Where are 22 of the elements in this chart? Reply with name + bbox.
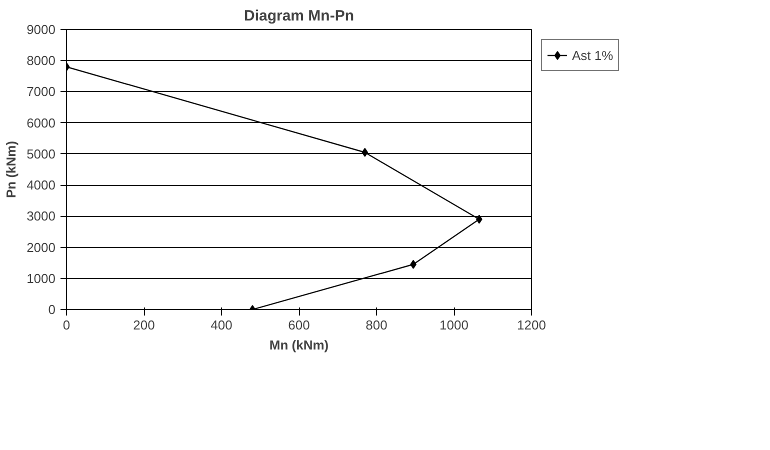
- y-tick-label: 4000: [26, 178, 56, 193]
- y-tick-label: 1000: [26, 270, 56, 286]
- x-tick-label: 800: [366, 318, 388, 332]
- x-axis-title: Mn (kNm): [269, 338, 329, 352]
- y-tick-label: 9000: [26, 22, 56, 37]
- y-tick-label: 5000: [26, 146, 56, 162]
- x-tick-label: 600: [288, 318, 310, 332]
- y-axis-title: Pn (kNm): [4, 140, 19, 198]
- x-tick-label: 200: [133, 318, 155, 332]
- point: [362, 148, 368, 157]
- y-tick-label: 7000: [26, 84, 56, 100]
- y-tick-label: 0: [48, 302, 56, 317]
- x-tick-label: 0: [62, 318, 70, 332]
- x-tick-label: 1000: [440, 318, 468, 332]
- legend-label: Ast 1%: [572, 48, 614, 62]
- y-tick-label: 6000: [26, 115, 56, 130]
- y-tick-label: 2000: [26, 240, 56, 255]
- chart-title: Diagram Mn-Pn: [244, 8, 354, 24]
- y-tick-label: 3000: [26, 208, 56, 224]
- x-tick-label: 1200: [517, 318, 546, 332]
- y-tick-label: 8000: [26, 53, 56, 68]
- x-tick-label: 400: [210, 318, 232, 332]
